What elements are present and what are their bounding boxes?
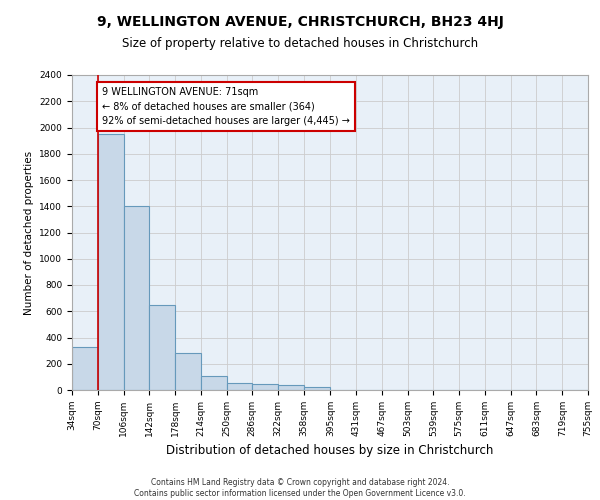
Bar — [175, 353, 201, 390]
Text: Size of property relative to detached houses in Christchurch: Size of property relative to detached ho… — [122, 38, 478, 51]
Bar — [124, 206, 149, 390]
Bar — [304, 386, 329, 390]
Bar — [72, 346, 98, 390]
Text: 9 WELLINGTON AVENUE: 71sqm
← 8% of detached houses are smaller (364)
92% of semi: 9 WELLINGTON AVENUE: 71sqm ← 8% of detac… — [102, 87, 350, 126]
Y-axis label: Number of detached properties: Number of detached properties — [24, 150, 34, 314]
Bar — [227, 384, 253, 390]
Text: 9, WELLINGTON AVENUE, CHRISTCHURCH, BH23 4HJ: 9, WELLINGTON AVENUE, CHRISTCHURCH, BH23… — [97, 15, 503, 29]
X-axis label: Distribution of detached houses by size in Christchurch: Distribution of detached houses by size … — [166, 444, 494, 458]
Bar — [149, 304, 175, 390]
Bar — [201, 376, 227, 390]
Bar — [98, 134, 124, 390]
Text: Contains HM Land Registry data © Crown copyright and database right 2024.
Contai: Contains HM Land Registry data © Crown c… — [134, 478, 466, 498]
Bar — [278, 386, 304, 390]
Bar — [253, 384, 278, 390]
